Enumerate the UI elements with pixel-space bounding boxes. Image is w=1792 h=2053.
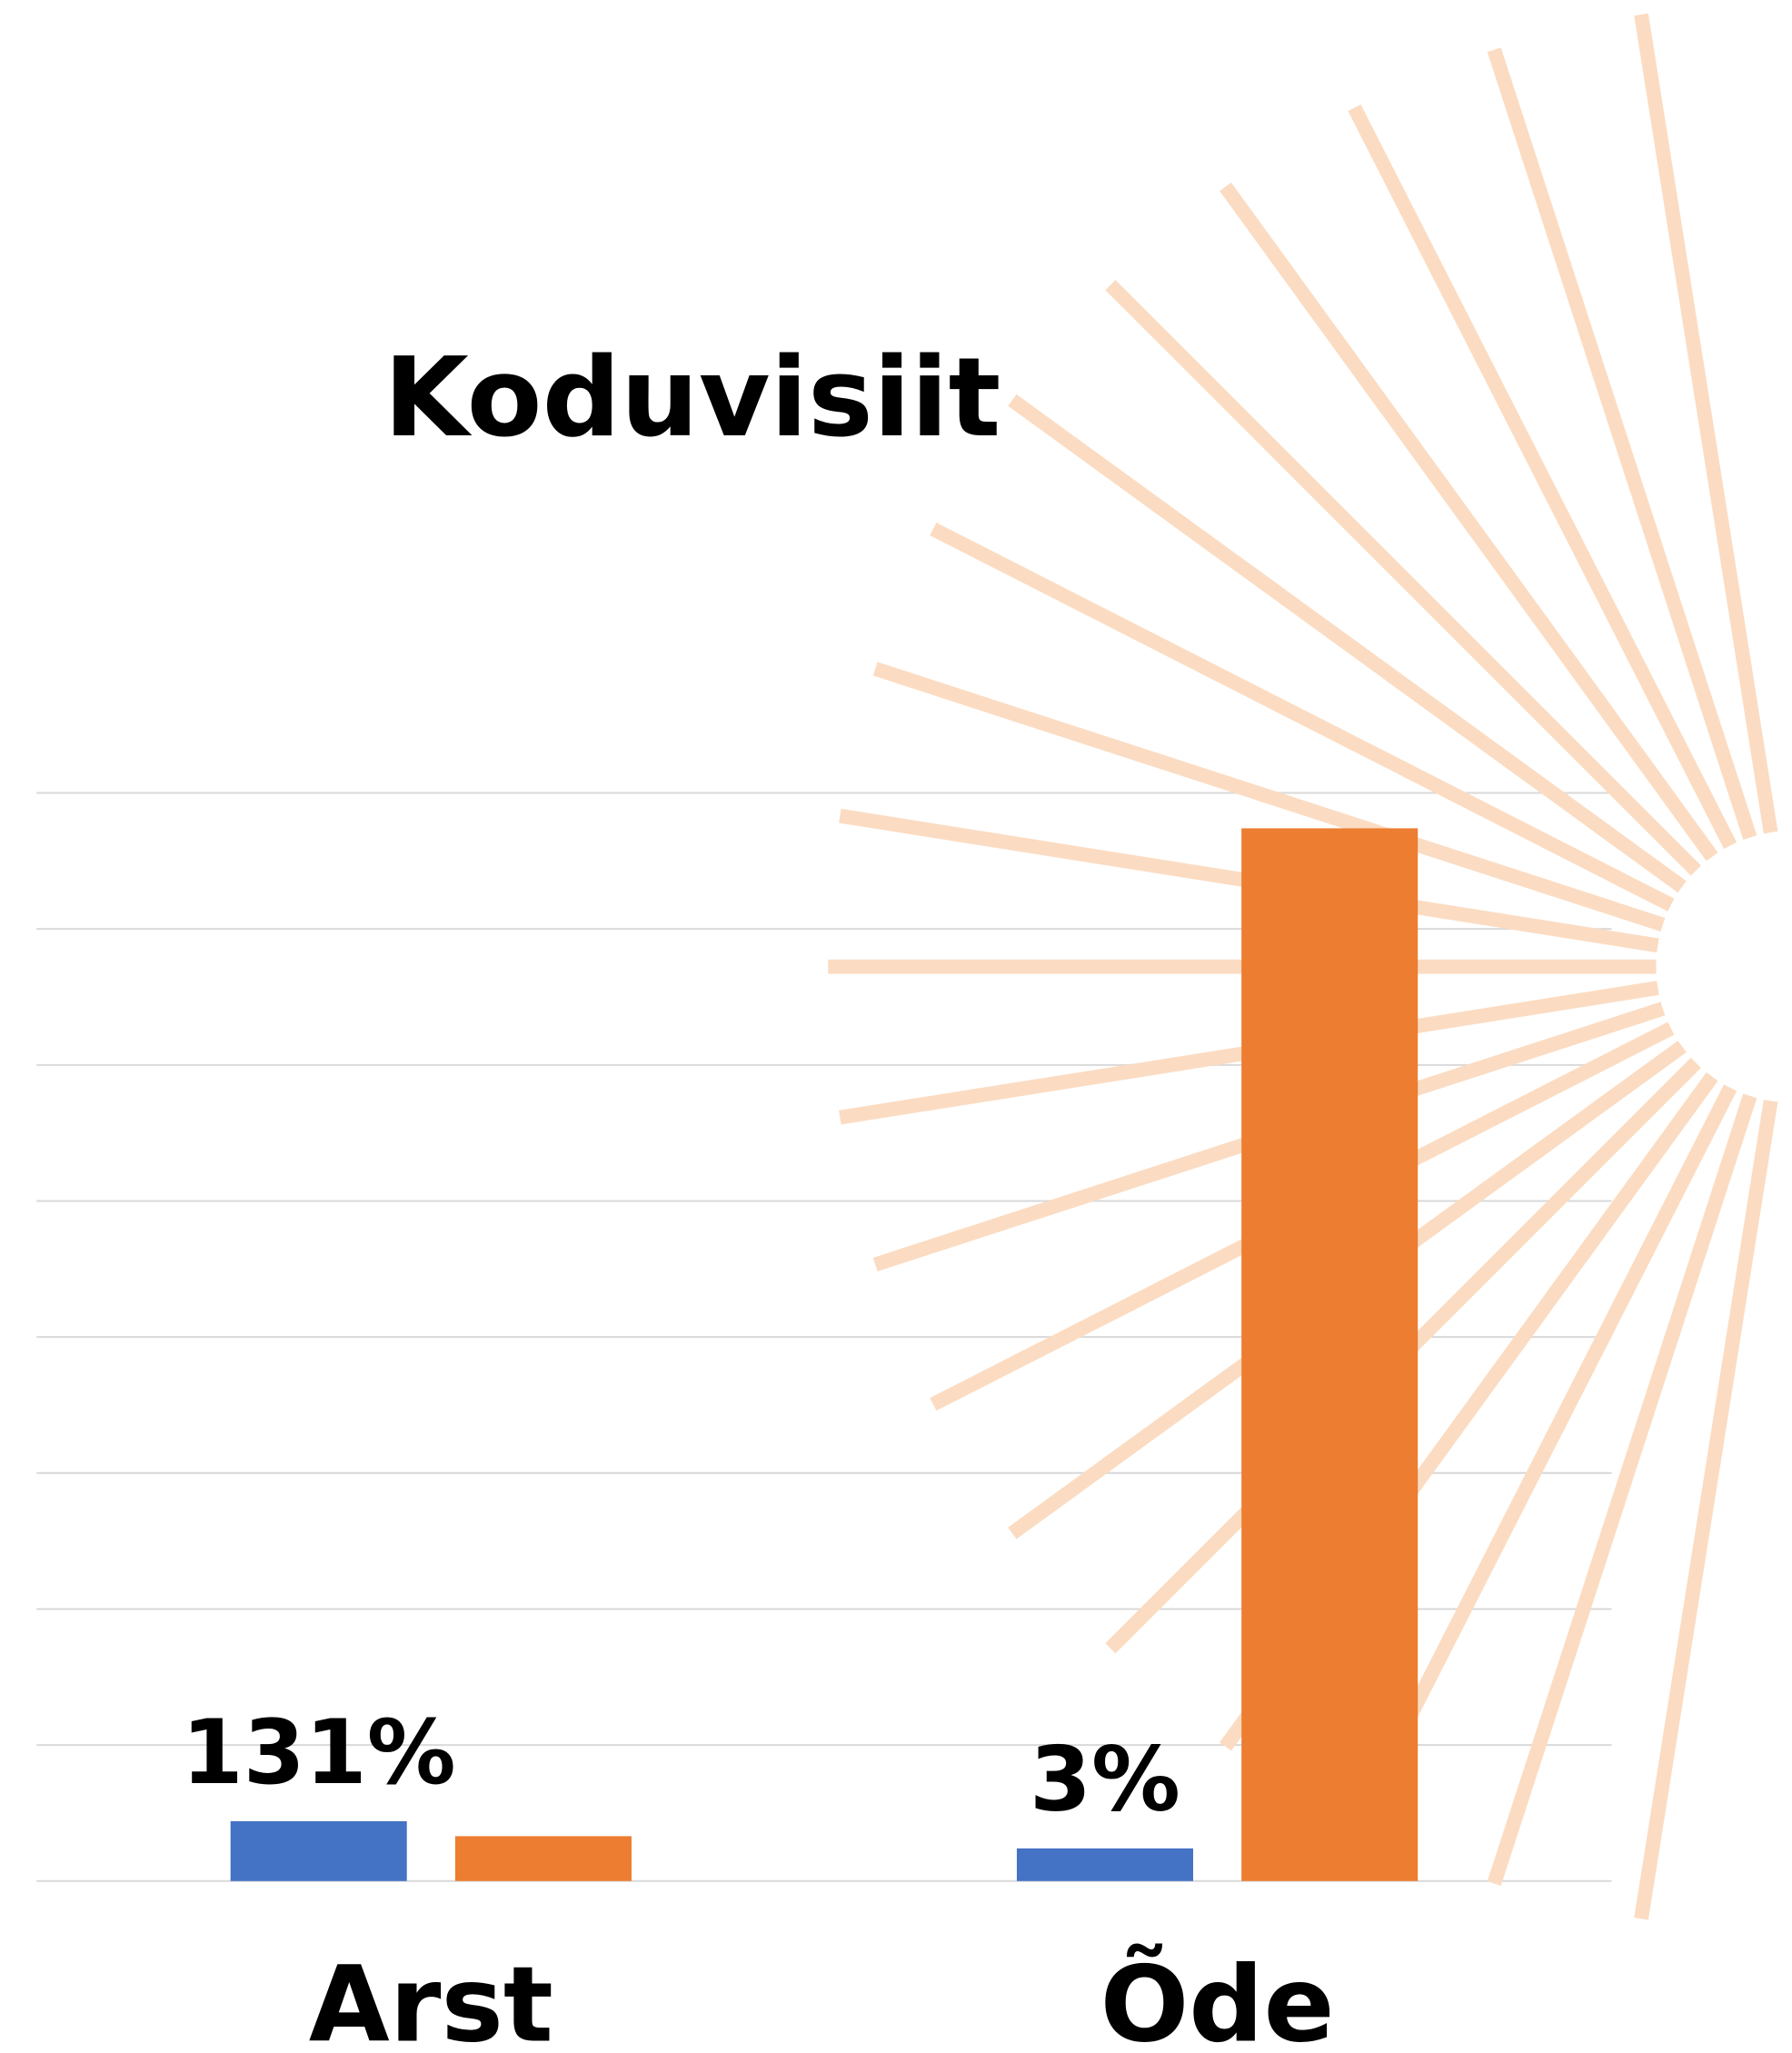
ray xyxy=(1634,1100,1778,1920)
ray xyxy=(1105,280,1701,876)
ray xyxy=(1220,182,1718,862)
bars xyxy=(230,828,1419,1881)
bar xyxy=(1016,1848,1193,1881)
ray xyxy=(1487,47,1757,840)
ray xyxy=(872,662,1666,932)
annotation: 3% xyxy=(1030,1729,1180,1832)
bar xyxy=(454,1836,632,1881)
chart-title: Koduvisiit xyxy=(383,334,1001,462)
ray xyxy=(1487,1093,1757,1886)
grid xyxy=(36,792,1612,1882)
ray xyxy=(1348,104,1737,850)
annotation: 131% xyxy=(182,1701,456,1805)
x-tick-label: Arst xyxy=(309,1944,553,2053)
x-tick-label: Õde xyxy=(1100,1942,1335,2053)
ray xyxy=(930,523,1675,912)
ray xyxy=(1008,394,1687,893)
bar xyxy=(230,1820,407,1881)
ray xyxy=(1634,13,1778,834)
bar xyxy=(1241,828,1419,1881)
